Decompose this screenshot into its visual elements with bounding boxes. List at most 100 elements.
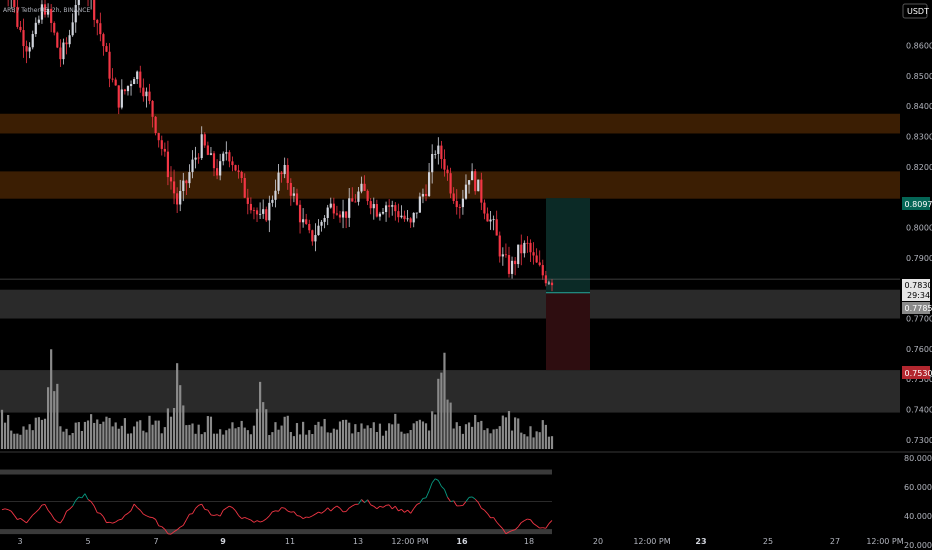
volume-bar — [133, 426, 136, 449]
rsi-line-segment — [219, 510, 224, 517]
rsi-line-segment — [247, 518, 252, 521]
rsi-line-segment — [437, 480, 442, 487]
volume-bar — [341, 419, 345, 449]
volume-bar — [409, 430, 412, 449]
volume-bar — [203, 432, 206, 449]
rsi-line-segment — [185, 513, 190, 521]
volume-bar — [7, 414, 10, 449]
candle-body — [169, 177, 173, 182]
volume-bar — [252, 425, 256, 449]
candle-body — [523, 242, 526, 254]
price-tick-label: 0.8400 — [906, 102, 932, 111]
rsi-line-segment — [229, 505, 233, 508]
price-tick-label: 0.8300 — [906, 133, 932, 142]
volume-bar — [65, 428, 68, 449]
volume-bar — [501, 415, 504, 449]
candle-body — [397, 211, 400, 218]
candle-body — [120, 89, 123, 108]
candle-body — [302, 219, 305, 223]
rsi-line-segment — [318, 511, 322, 514]
rsi-line-segment — [72, 500, 77, 507]
volume-bar — [510, 430, 514, 449]
candle-body — [108, 51, 111, 79]
candle-body — [215, 168, 219, 176]
candle-body — [323, 217, 326, 222]
candle-body — [142, 87, 145, 97]
candle-body — [77, 0, 80, 5]
candle-body — [188, 172, 191, 184]
rsi-line-segment — [413, 504, 418, 509]
candle-body — [535, 255, 538, 263]
stop-loss-area — [546, 292, 590, 371]
candle-body — [474, 171, 477, 192]
candle-body — [507, 255, 511, 274]
volume-bar — [126, 433, 130, 449]
volume-bar — [13, 433, 16, 449]
rsi-line-segment — [4, 508, 9, 511]
rsi-line-segment — [450, 500, 454, 503]
price-tick-label: 0.7300 — [906, 436, 932, 445]
volume-bar — [335, 429, 339, 449]
volume-bar — [237, 427, 240, 449]
rsi-line-segment — [499, 525, 504, 530]
rsi-line-segment — [444, 489, 448, 498]
rsi-line-segment — [1, 508, 6, 511]
candle-body — [16, 6, 19, 27]
candlestick-series — [7, 0, 554, 292]
candle-body — [139, 71, 142, 88]
rsi-line-segment — [20, 518, 24, 522]
candle-body — [160, 140, 163, 149]
rsi-line-segment — [256, 520, 261, 523]
candle-body — [354, 201, 357, 203]
rsi-line-segment — [527, 518, 531, 521]
currency-badge-box[interactable] — [902, 3, 928, 19]
candle-body — [31, 34, 34, 48]
candle-body — [46, 8, 50, 15]
candle-body — [412, 212, 415, 223]
volume-bar — [495, 428, 498, 449]
volume-bar — [222, 434, 225, 449]
rsi-line-segment — [238, 515, 242, 519]
rsi-line-segment — [339, 507, 344, 513]
volume-bar — [225, 430, 228, 449]
price-tick-label: 0.7400 — [906, 406, 932, 415]
currency-badge[interactable]: USDT — [907, 7, 929, 16]
rsi-line-segment — [296, 515, 301, 517]
rsi-pane[interactable] — [0, 469, 553, 535]
candle-body — [194, 157, 197, 160]
volume-bar — [139, 420, 142, 449]
rsi-line-segment — [465, 497, 470, 502]
volume-bar — [520, 432, 523, 449]
volume-bar — [43, 418, 47, 449]
candle-body — [40, 4, 44, 20]
volume-bar — [71, 432, 74, 449]
candle-body — [504, 254, 508, 256]
volume-bar — [166, 408, 170, 449]
candle-body — [427, 172, 431, 196]
candle-body — [228, 152, 231, 162]
candle-body — [271, 199, 274, 203]
candle-body — [452, 193, 455, 202]
volume-bar — [93, 422, 96, 449]
rsi-line-segment — [268, 511, 273, 517]
candle-body — [418, 196, 421, 213]
candle-body — [68, 35, 71, 45]
rsi-line-segment — [13, 515, 18, 520]
price-tick-label: 0.8500 — [906, 72, 932, 81]
volume-bar — [209, 416, 213, 449]
candle-body — [406, 218, 409, 220]
candle-body — [529, 242, 532, 253]
volume-bar — [434, 414, 437, 449]
zone-support-2 — [0, 289, 900, 319]
volume-bar — [474, 414, 477, 449]
volume-bar — [381, 435, 385, 449]
rsi-line-segment — [112, 521, 116, 524]
rsi-line-segment — [511, 529, 516, 532]
rsi-line-segment — [315, 511, 319, 515]
symbol-title[interactable]: ARB / TetherUS, 2h, BINANCE — [3, 7, 90, 14]
volume-bar — [40, 419, 44, 449]
rsi-line-segment — [370, 504, 374, 507]
candle-body — [280, 172, 283, 175]
candle-body — [102, 34, 105, 47]
